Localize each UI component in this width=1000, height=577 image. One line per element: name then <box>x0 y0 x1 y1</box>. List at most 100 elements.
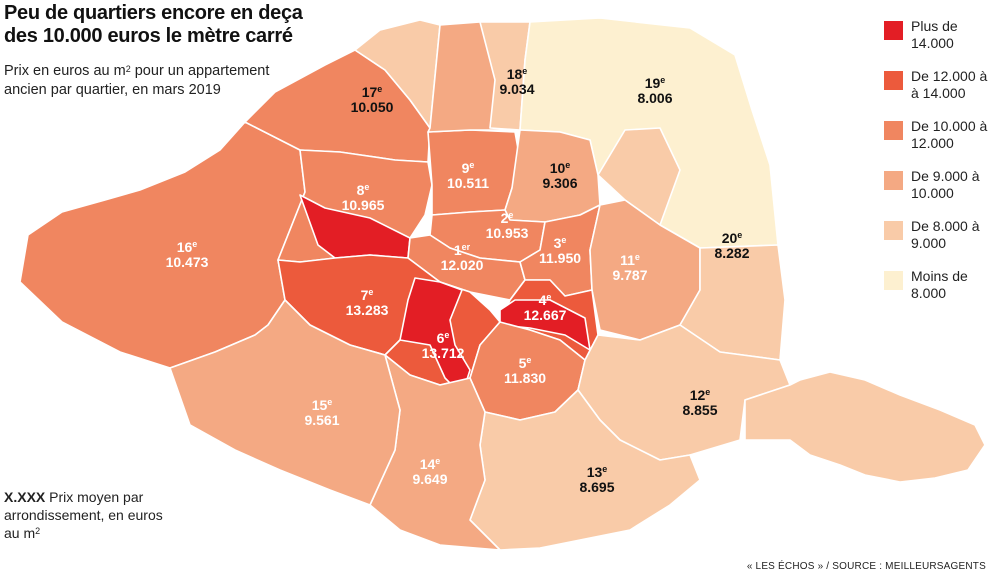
legend-label: De 9.000 à 10.000 <box>911 168 980 201</box>
label-9: 9e 10.511 <box>447 160 489 191</box>
legend-item-9000-10000: De 9.000 à 10.000 <box>880 168 995 218</box>
legend: Plus de 14.000 De 12.000 à à 14.000 De 1… <box>880 18 995 318</box>
legend-label: Moins de 8.000 <box>911 268 968 301</box>
label-10-price: 9.306 <box>542 175 577 191</box>
legend-item-8000-9000: De 8.000 à 9.000 <box>880 218 995 268</box>
label-12-suffix: e <box>705 387 710 397</box>
key-note: X.XXX Prix moyen par arrondissement, en … <box>4 488 174 542</box>
label-18-suffix: e <box>522 66 527 76</box>
label-10-num: 10 <box>550 160 566 176</box>
legend-swatch <box>884 171 903 190</box>
label-18-num: 18 <box>507 66 523 82</box>
label-3: 3e 11.950 <box>539 235 581 266</box>
source-credit: « LES ÉCHOS » / SOURCE : MEILLEURSAGENTS <box>746 561 986 572</box>
label-16: 16e 10.473 <box>166 239 209 270</box>
label-20-suffix: e <box>737 230 742 240</box>
label-15-num: 15 <box>312 397 328 413</box>
label-16-suffix: e <box>192 239 197 249</box>
label-17-suffix: e <box>377 84 382 94</box>
legend-label: De 12.000 à à 14.000 <box>911 68 988 101</box>
label-15: 15e 9.561 <box>304 397 339 428</box>
label-11-suffix: e <box>635 252 640 262</box>
label-11-num: 11 <box>620 252 635 268</box>
legend-swatch <box>884 121 903 140</box>
label-6-price: 13.712 <box>422 345 465 361</box>
label-18-price: 9.034 <box>499 81 534 97</box>
bois-de-vincennes <box>744 371 986 483</box>
label-14-price: 9.649 <box>412 471 447 487</box>
label-19: 19e 8.006 <box>637 75 672 106</box>
label-4-suffix: e <box>546 292 551 302</box>
legend-label: Plus de 14.000 <box>911 18 958 51</box>
label-8-num: 8 <box>357 182 365 198</box>
label-6-num: 6 <box>437 330 445 346</box>
subtitle-text-end: pour un appartement ancien par quartier,… <box>4 63 270 98</box>
label-1-price: 12.020 <box>441 257 484 273</box>
legend-swatch <box>884 21 903 40</box>
label-19-num: 19 <box>645 75 661 91</box>
label-14-num: 14 <box>420 456 436 472</box>
label-15-suffix: e <box>327 397 332 407</box>
label-7-num: 7 <box>361 287 369 303</box>
label-19-suffix: e <box>660 75 665 85</box>
label-13: 13e 8.695 <box>579 464 614 495</box>
label-9-price: 10.511 <box>447 175 489 191</box>
district-15 <box>169 299 401 506</box>
legend-item-plus-14000: Plus de 14.000 <box>880 18 995 68</box>
label-20-num: 20 <box>722 230 738 246</box>
label-8: 8e 10.965 <box>342 182 385 213</box>
legend-item-12000-14000: De 12.000 à à 14.000 <box>880 68 995 118</box>
label-3-price: 11.950 <box>539 250 581 266</box>
label-8-suffix: e <box>364 182 369 192</box>
legend-swatch <box>884 271 903 290</box>
label-9-num: 9 <box>462 160 470 176</box>
map-title: Peu de quartiers encore en deça des 10.0… <box>4 2 303 47</box>
label-12-price: 8.855 <box>682 402 717 418</box>
map-subtitle: Prix en euros au m2 pour un appartement … <box>4 62 304 100</box>
legend-swatch <box>884 221 903 240</box>
label-2: 2e 10.953 <box>486 210 529 241</box>
legend-swatch <box>884 71 903 90</box>
label-3-suffix: e <box>561 235 566 245</box>
district-9 <box>427 129 521 216</box>
label-4-num: 4 <box>539 292 547 308</box>
label-7-suffix: e <box>368 287 373 297</box>
label-7: 7e 13.283 <box>346 287 389 318</box>
label-20: 20e 8.282 <box>714 230 749 261</box>
label-11: 11e 9.787 <box>612 252 647 283</box>
label-1-num: 1 <box>454 242 462 258</box>
label-16-price: 10.473 <box>166 254 209 270</box>
label-15-price: 9.561 <box>304 412 339 428</box>
label-10-suffix: e <box>565 160 570 170</box>
label-19-price: 8.006 <box>637 90 672 106</box>
label-17-price: 10.050 <box>351 99 394 115</box>
label-6: 6e 13.712 <box>422 330 465 361</box>
label-9-suffix: e <box>469 160 474 170</box>
label-1-suffix: er <box>462 242 471 252</box>
key-note-sup: 2 <box>35 526 41 536</box>
legend-label: De 10.000 à 12.000 <box>911 118 988 151</box>
label-5-suffix: e <box>526 355 531 365</box>
label-5: 5e 11.830 <box>504 355 546 386</box>
label-20-price: 8.282 <box>714 245 749 261</box>
subtitle-sup: 2 <box>125 64 131 74</box>
label-4: 4e 12.667 <box>524 292 567 323</box>
label-8-price: 10.965 <box>342 197 385 213</box>
label-11-price: 9.787 <box>612 267 647 283</box>
key-note-sample: X.XXX <box>4 489 46 505</box>
legend-label: De 8.000 à 9.000 <box>911 218 980 251</box>
label-4-price: 12.667 <box>524 307 567 323</box>
label-12: 12e 8.855 <box>682 387 717 418</box>
label-17: 17e 10.050 <box>351 84 394 115</box>
label-3-num: 3 <box>554 235 562 251</box>
label-2-num: 2 <box>501 210 509 226</box>
label-1: 1er 12.020 <box>441 242 484 273</box>
label-13-suffix: e <box>602 464 607 474</box>
label-7-price: 13.283 <box>346 302 389 318</box>
label-17-num: 17 <box>362 84 378 100</box>
label-14: 14e 9.649 <box>412 456 447 487</box>
label-18: 18e 9.034 <box>499 66 534 97</box>
label-13-price: 8.695 <box>579 479 614 495</box>
legend-item-10000-12000: De 10.000 à 12.000 <box>880 118 995 168</box>
label-5-price: 11.830 <box>504 370 546 386</box>
